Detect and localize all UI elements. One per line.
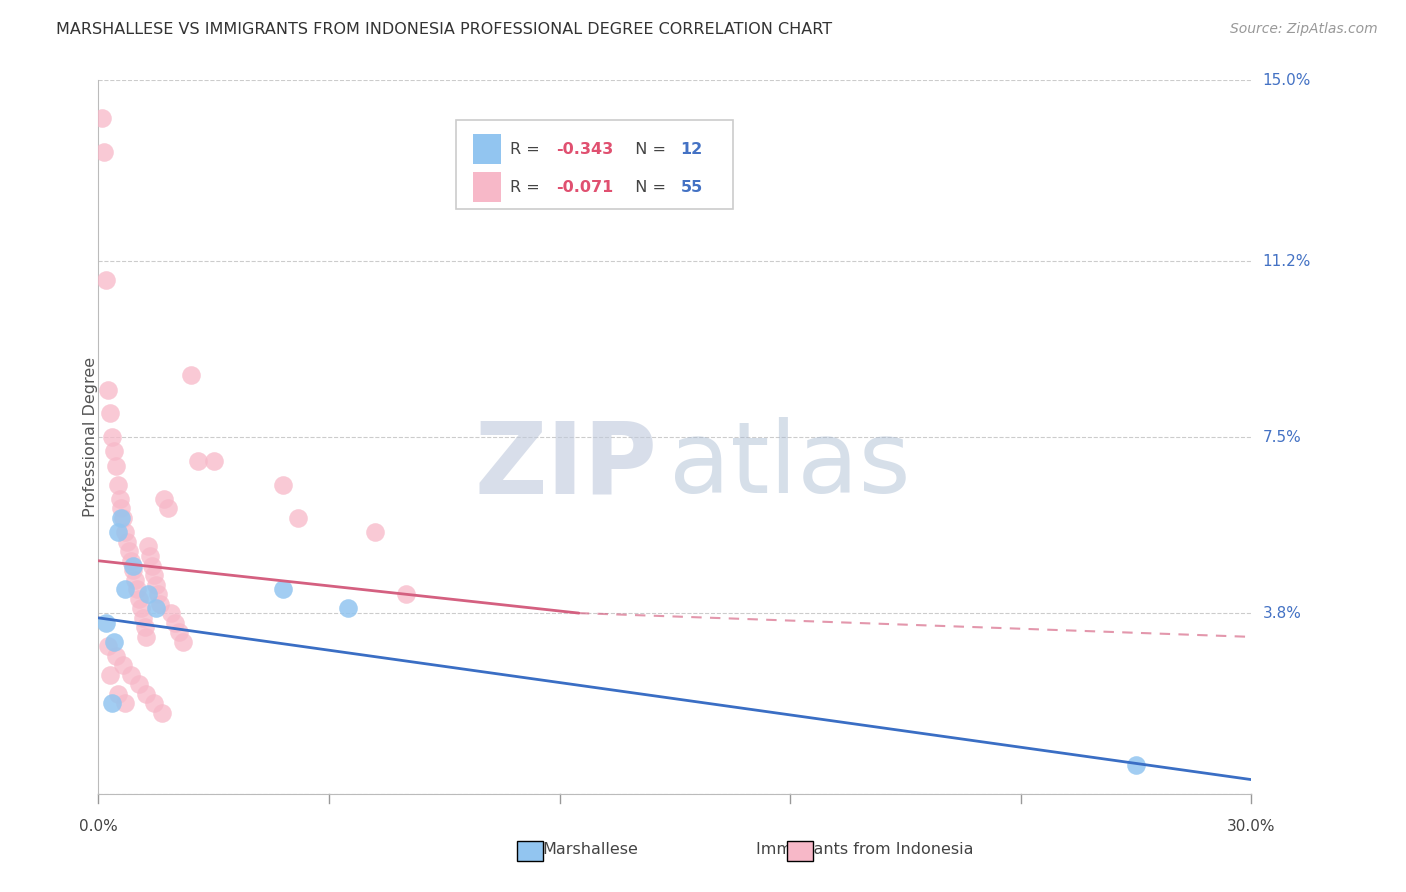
Point [134, 620, 156, 634]
Point [167, 625, 190, 640]
Point [118, 544, 141, 558]
Point [104, 648, 127, 663]
Point [125, 582, 148, 597]
Point [120, 554, 142, 568]
Point [94, 273, 117, 287]
Point [165, 615, 187, 630]
Point [129, 601, 152, 615]
Point [103, 444, 125, 458]
Point [103, 634, 125, 648]
Text: 15.0%: 15.0% [1263, 73, 1310, 87]
Point [128, 591, 150, 606]
FancyBboxPatch shape [472, 135, 501, 164]
Point [107, 477, 129, 491]
Point [139, 549, 162, 563]
Point [122, 558, 145, 573]
Text: R =: R = [510, 179, 546, 194]
Point [114, 525, 136, 540]
Y-axis label: Professional Degree: Professional Degree [83, 357, 97, 517]
Text: atlas: atlas [669, 417, 911, 514]
Text: MARSHALLESE VS IMMIGRANTS FROM INDONESIA PROFESSIONAL DEGREE CORRELATION CHART: MARSHALLESE VS IMMIGRANTS FROM INDONESIA… [56, 22, 832, 37]
Point [138, 587, 160, 601]
Text: ZIP: ZIP [475, 417, 658, 514]
Text: R =: R = [510, 142, 546, 157]
Text: N =: N = [626, 142, 672, 157]
Point [104, 458, 127, 473]
Point [101, 697, 124, 711]
Point [98, 668, 121, 682]
Point [114, 697, 136, 711]
Point [152, 491, 174, 506]
Text: Immigrants from Indonesia: Immigrants from Indonesia [756, 842, 973, 856]
Point [138, 540, 160, 554]
Point [146, 587, 169, 601]
Point [145, 601, 167, 615]
Point [180, 368, 202, 383]
Text: -0.071: -0.071 [557, 179, 613, 194]
Point [149, 597, 172, 611]
Point [160, 606, 183, 620]
Text: 12: 12 [681, 142, 703, 157]
Point [145, 577, 167, 591]
Point [187, 454, 209, 468]
Point [101, 430, 124, 444]
Text: N =: N = [626, 179, 672, 194]
Point [1125, 758, 1147, 772]
Point [135, 630, 157, 644]
Text: Source: ZipAtlas.com: Source: ZipAtlas.com [1230, 22, 1378, 37]
Point [395, 587, 418, 601]
Text: 30.0%: 30.0% [1227, 819, 1275, 834]
Point [114, 582, 136, 597]
Point [107, 687, 129, 701]
Point [108, 491, 131, 506]
Point [131, 611, 153, 625]
Point [107, 525, 129, 540]
Text: -0.343: -0.343 [557, 142, 613, 157]
Point [150, 706, 173, 720]
Point [271, 582, 294, 597]
Point [135, 687, 157, 701]
Point [97, 383, 120, 397]
Point [156, 501, 179, 516]
Point [117, 534, 138, 549]
Text: Marshallese: Marshallese [543, 842, 638, 856]
Point [287, 511, 309, 525]
Point [172, 634, 194, 648]
Point [202, 454, 225, 468]
Point [91, 112, 114, 126]
Point [122, 563, 145, 577]
Point [97, 640, 120, 654]
Point [124, 573, 146, 587]
Text: 0.0%: 0.0% [79, 819, 118, 834]
Point [271, 477, 294, 491]
Point [364, 525, 387, 540]
Text: 11.2%: 11.2% [1263, 253, 1310, 268]
Point [337, 601, 360, 615]
FancyBboxPatch shape [456, 120, 733, 209]
Point [93, 145, 115, 159]
Point [112, 658, 135, 673]
Point [120, 668, 142, 682]
Point [110, 511, 132, 525]
Text: 7.5%: 7.5% [1263, 430, 1301, 444]
Point [94, 615, 117, 630]
Point [98, 406, 121, 420]
Point [141, 558, 163, 573]
Text: 3.8%: 3.8% [1263, 606, 1302, 621]
Text: 55: 55 [681, 179, 703, 194]
Point [143, 568, 166, 582]
FancyBboxPatch shape [472, 172, 501, 202]
Point [128, 677, 150, 691]
Point [143, 697, 166, 711]
Point [110, 501, 132, 516]
Point [112, 511, 135, 525]
